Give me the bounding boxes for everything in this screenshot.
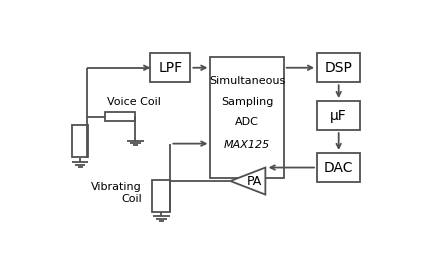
Bar bbox=[152, 180, 170, 212]
Bar bbox=[210, 57, 284, 178]
Text: MAX125: MAX125 bbox=[224, 140, 270, 150]
Polygon shape bbox=[230, 167, 265, 195]
Text: DSP: DSP bbox=[325, 61, 353, 75]
Bar bbox=[105, 112, 135, 121]
Bar bbox=[150, 53, 190, 82]
Text: DAC: DAC bbox=[324, 161, 353, 174]
Text: PA: PA bbox=[247, 174, 262, 188]
Bar bbox=[317, 153, 360, 182]
Bar bbox=[317, 101, 360, 130]
Text: Vibrating
Coil: Vibrating Coil bbox=[91, 182, 142, 204]
Text: Simultaneous: Simultaneous bbox=[209, 76, 285, 86]
Text: Sampling: Sampling bbox=[221, 97, 273, 107]
Text: LPF: LPF bbox=[158, 61, 182, 75]
Text: ADC: ADC bbox=[235, 117, 259, 127]
Text: μF: μF bbox=[330, 109, 347, 123]
Text: Voice Coil: Voice Coil bbox=[107, 97, 161, 107]
Bar bbox=[72, 125, 88, 157]
Bar bbox=[317, 53, 360, 82]
